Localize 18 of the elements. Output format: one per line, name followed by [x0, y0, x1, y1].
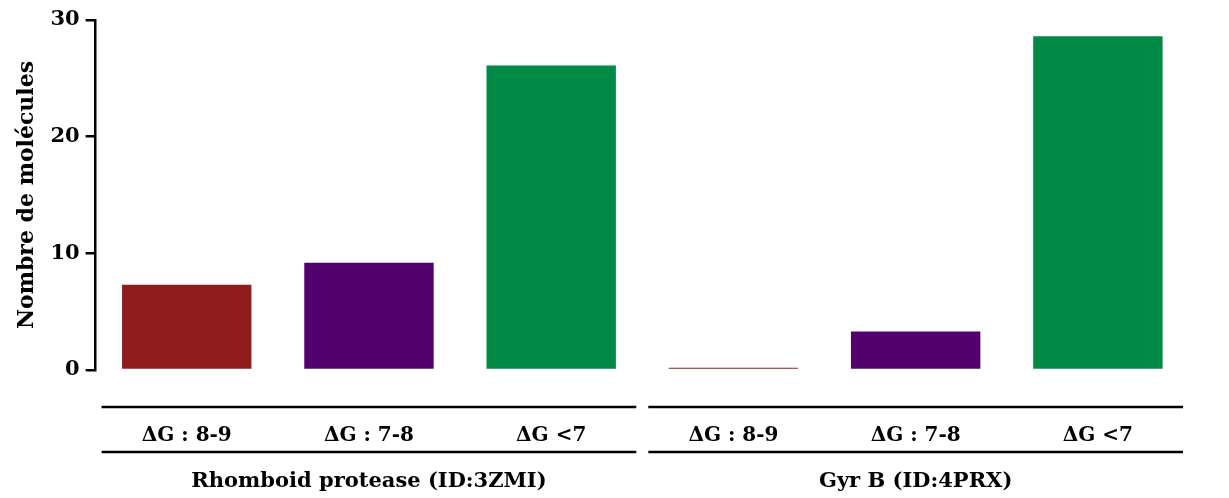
- bar: [850, 331, 981, 369]
- text: Rhomboid protease (ID:3ZMI): [191, 467, 547, 493]
- x-tick-label: ΔG : 8-9: [141, 422, 232, 447]
- bar: [486, 65, 616, 369]
- x-tick-label: ΔG <7: [516, 422, 587, 447]
- y-tick-label: 20: [50, 122, 80, 148]
- bar: [122, 284, 252, 369]
- y-tick-label: 0: [65, 355, 80, 381]
- y-axis-title: Nombre de molécules: [11, 60, 38, 330]
- x-tick-label: ΔG <7: [1062, 422, 1133, 447]
- text: Gyr B (ID:4PRX): [818, 467, 1013, 493]
- x-tick-label: ΔG : 7-8: [870, 422, 961, 447]
- bar: [1033, 36, 1163, 369]
- x-tick-label: ΔG : 7-8: [323, 422, 414, 447]
- bar: [304, 262, 434, 369]
- x-tick-label: ΔG : 8-9: [688, 422, 779, 447]
- y-tick-label: 30: [50, 5, 80, 31]
- y-tick-label: 10: [50, 238, 80, 264]
